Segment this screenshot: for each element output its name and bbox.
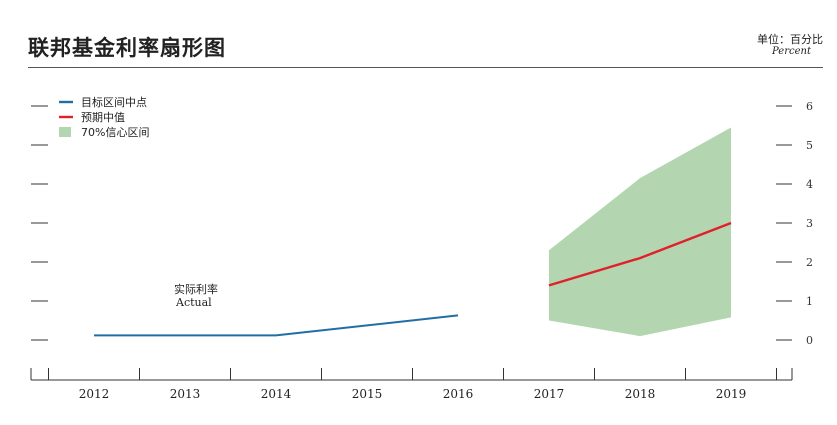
- confidence-band: [549, 127, 731, 337]
- series-line-layer: [94, 221, 732, 337]
- y-tick-label: 6: [806, 100, 813, 113]
- x-tick-label: 2015: [352, 387, 383, 401]
- legend-label: 70%信心区间: [81, 126, 149, 139]
- y-tick-label: 4: [806, 178, 813, 191]
- x-tick-label: 2013: [170, 387, 201, 401]
- x-tick-label: 2014: [261, 387, 292, 401]
- series-line-actual: [94, 314, 459, 337]
- x-tick-label: 2018: [625, 387, 656, 401]
- legend-label: 预期中值: [81, 111, 125, 124]
- confidence-band-layer: [549, 127, 731, 337]
- y-tick-label: 1: [806, 295, 813, 308]
- x-tick-label: 2019: [716, 387, 747, 401]
- legend-label: 目标区间中点: [81, 95, 147, 109]
- y-tick-label: 2: [806, 256, 813, 269]
- x-tick-label: 2016: [443, 387, 474, 401]
- unit-label: 单位：百分比: [757, 33, 823, 46]
- x-axis: 2012 2013 2014 2015 2016 2017 2018 2019: [30, 368, 793, 401]
- title-rule: [28, 67, 823, 68]
- x-tick-label: 2017: [534, 387, 565, 401]
- unit-label-en: Percent: [772, 46, 811, 57]
- x-tick-label: 2012: [79, 387, 110, 401]
- y-tick-label: 0: [806, 334, 813, 347]
- chart-title: 联邦基金利率扇形图: [28, 36, 226, 60]
- y-tick-label: 5: [806, 139, 813, 152]
- annotation-label: 实际利率: [174, 282, 218, 296]
- annotation-label-en: Actual: [175, 296, 212, 309]
- y-tick-label: 3: [806, 217, 813, 230]
- series-line-median: [548, 221, 732, 287]
- y-axis: 0 1 2 3 4 5 6: [31, 100, 813, 347]
- legend-swatch-band: [59, 127, 71, 137]
